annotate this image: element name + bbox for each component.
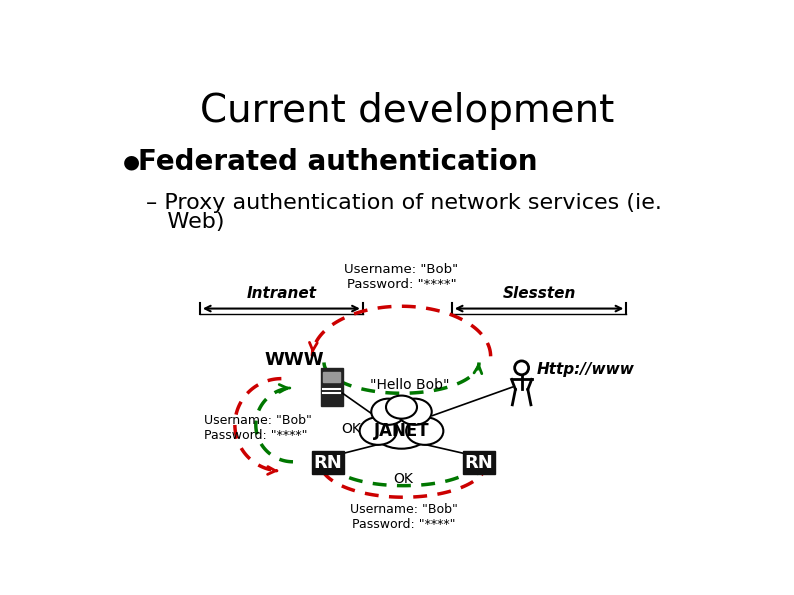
Text: JANET: JANET (374, 422, 430, 440)
Ellipse shape (372, 399, 406, 425)
Text: – Proxy authentication of network services (ie.: – Proxy authentication of network servic… (146, 193, 661, 213)
Text: Slessten: Slessten (503, 286, 576, 301)
Text: Username: "Bob"
Password: "****": Username: "Bob" Password: "****" (349, 503, 457, 531)
Bar (311, 451, 344, 474)
Text: Intranet: Intranet (246, 286, 316, 301)
Text: RN: RN (314, 453, 342, 472)
Text: Username: "Bob"
Password: "****": Username: "Bob" Password: "****" (345, 263, 459, 291)
Ellipse shape (398, 399, 432, 425)
Text: RN: RN (464, 453, 493, 472)
Ellipse shape (371, 406, 433, 449)
Ellipse shape (386, 396, 417, 419)
Ellipse shape (407, 417, 443, 445)
Text: Http://www: Http://www (537, 362, 635, 377)
Text: Current development: Current development (200, 92, 614, 130)
Bar (323, 372, 341, 383)
Text: "Hello Bob": "Hello Bob" (369, 378, 449, 392)
Text: OK: OK (394, 472, 414, 486)
Ellipse shape (360, 417, 397, 445)
Bar (463, 451, 495, 474)
Bar (321, 368, 342, 406)
Text: OK: OK (341, 422, 361, 437)
Text: WWW: WWW (264, 351, 324, 369)
Text: Web): Web) (146, 212, 224, 231)
Text: Username: "Bob"
Password: "****": Username: "Bob" Password: "****" (204, 414, 312, 442)
Text: Federated authentication: Federated authentication (138, 148, 538, 176)
Text: ●: ● (122, 153, 140, 172)
